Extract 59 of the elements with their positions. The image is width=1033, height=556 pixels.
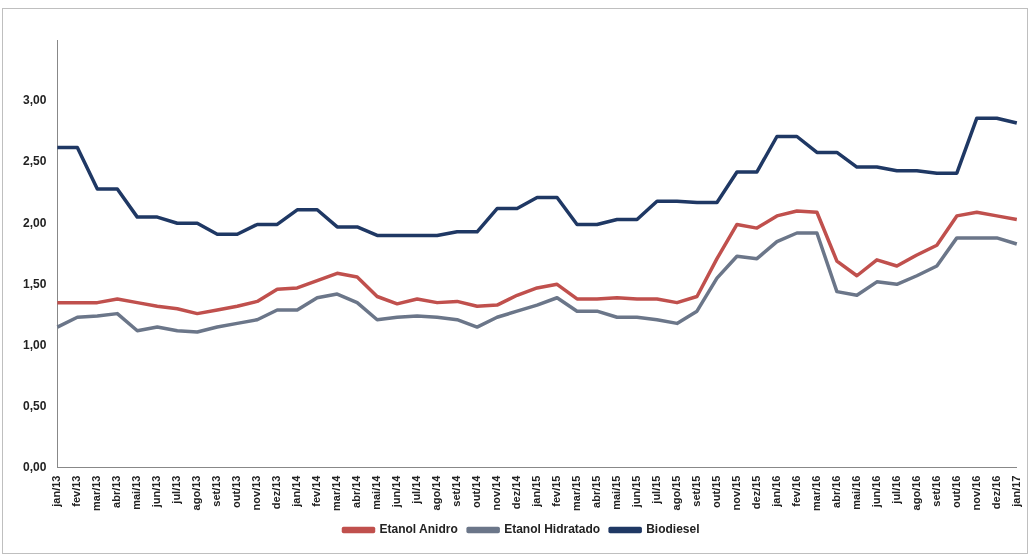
x-tick-label: dez/14 (510, 474, 523, 510)
x-tick-label: mar/15 (570, 475, 583, 512)
x-tick-label: out/15 (710, 475, 722, 508)
x-tick-label: jul/14 (410, 474, 423, 505)
y-tick-label: 0,50 (23, 398, 47, 413)
y-tick-label: 2,00 (23, 215, 47, 230)
x-tick-label: abr/13 (110, 475, 123, 508)
x-tick-label: mar/13 (90, 475, 103, 512)
x-tick-label: mai/13 (130, 475, 143, 510)
x-tick-label: nov/14 (490, 474, 503, 511)
x-tick-label: jan/14 (290, 474, 303, 508)
x-tick-label: jun/16 (869, 475, 882, 509)
x-tick-label: jan/16 (769, 475, 782, 508)
y-tick-label: 3,00 (23, 93, 47, 108)
x-tick-label: fev/15 (550, 475, 563, 507)
x-tick-label: mai/15 (610, 475, 623, 510)
x-tick-label: jun/15 (630, 475, 643, 509)
x-tick-label: dez/15 (749, 475, 762, 510)
x-tick-label: abr/14 (350, 474, 363, 508)
x-tick-label: fev/14 (310, 474, 323, 507)
y-tick-label: 1,00 (23, 337, 47, 352)
legend-label: Etanol Hidratado (504, 522, 601, 537)
x-tick-label: jan/15 (530, 475, 543, 508)
x-tick-label: dez/16 (989, 475, 1002, 510)
x-tick-label: mar/16 (809, 475, 822, 512)
x-tick-label: fev/16 (789, 475, 802, 507)
x-tick-label: ago/13 (190, 475, 203, 511)
x-tick-label: jul/15 (650, 475, 663, 505)
x-tick-label: mar/14 (330, 474, 343, 512)
x-tick-label: nov/15 (729, 475, 742, 511)
x-tick-label: abr/15 (590, 475, 603, 508)
x-tick-label: ago/14 (430, 474, 443, 511)
legend-label: Biodiesel (646, 522, 700, 537)
x-tick-label: jun/13 (150, 475, 163, 509)
x-tick-label: fev/13 (70, 475, 83, 507)
y-tick-label: 2,50 (23, 154, 47, 169)
x-tick-label: out/16 (949, 475, 962, 508)
y-tick-label: 1,50 (23, 276, 47, 291)
x-tick-label: jun/14 (390, 474, 403, 509)
x-tick-label: nov/16 (969, 475, 982, 511)
x-tick-label: set/15 (690, 475, 703, 507)
x-tick-label: abr/16 (829, 475, 842, 508)
x-tick-label: jan/13 (50, 475, 63, 508)
x-tick-label: jul/16 (889, 475, 902, 505)
x-tick-label: set/16 (929, 475, 942, 507)
x-tick-label: mai/14 (370, 474, 383, 510)
x-tick-label: nov/13 (250, 475, 263, 511)
x-tick-label: set/13 (210, 475, 223, 507)
x-tick-label: ago/16 (909, 475, 922, 511)
x-tick-label: mai/16 (849, 475, 862, 510)
x-tick-label: jan/17 (1009, 475, 1022, 508)
x-tick-label: dez/13 (270, 475, 283, 510)
x-tick-label: set/14 (450, 474, 463, 507)
x-tick-label: ago/15 (670, 475, 683, 511)
x-tick-label: jul/13 (170, 475, 183, 505)
y-tick-label: 0,00 (23, 459, 47, 474)
x-tick-label: out/13 (230, 475, 243, 508)
x-tick-label: out/14 (470, 474, 483, 508)
legend-label: Etanol Anidro (379, 522, 458, 537)
